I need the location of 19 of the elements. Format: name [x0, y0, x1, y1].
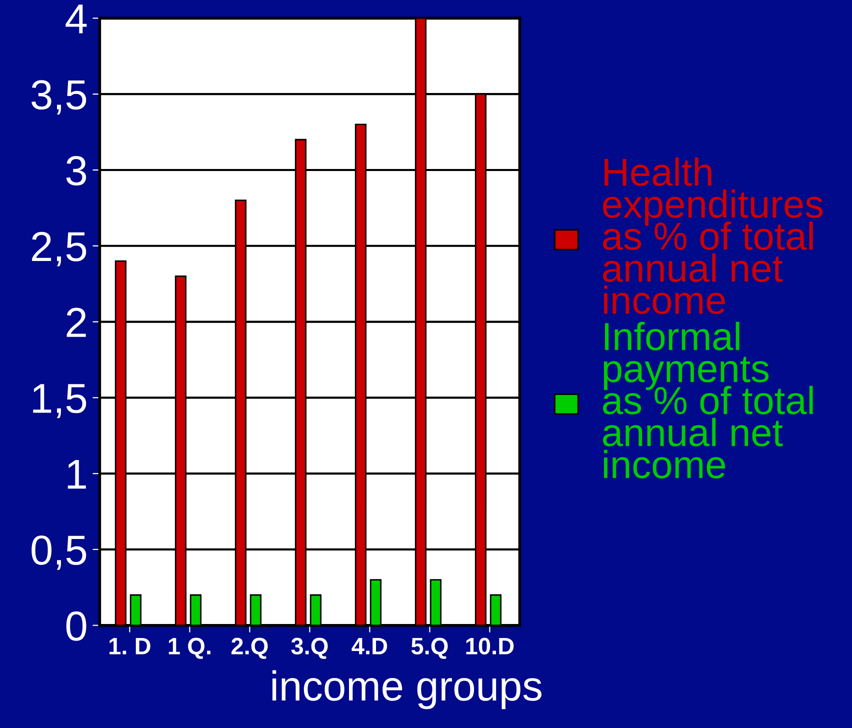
y-tick-label: 0,5	[32, 535, 86, 570]
y-tick-label: 2,5	[32, 232, 86, 266]
y-tick-label: 4	[66, 4, 87, 34]
y-tick-label: 0	[66, 611, 86, 641]
legend-label: Health expenditures as % of total annual net income	[603, 157, 823, 314]
legend-label: Informal payments as % of total annual net income	[603, 322, 813, 478]
x-tick-label: 2.Q	[231, 638, 268, 659]
y-tick-label: 1,5	[33, 384, 86, 418]
y-tick-label: 2	[66, 308, 86, 337]
x-tick-label: 1 Q.	[168, 638, 210, 659]
y-tick-label: 3,5	[32, 80, 86, 115]
x-tick-label: 10.D	[466, 638, 514, 654]
x-tick-label: 4.D	[352, 638, 388, 654]
x-tick-label: 1. D	[110, 638, 150, 654]
x-tick-label: 5.Q	[411, 638, 448, 659]
x-tick-label: 3.Q	[291, 638, 328, 659]
y-tick-label: 1	[68, 460, 86, 489]
x-axis-title: income groups	[272, 670, 542, 710]
y-tick-label: 3	[66, 156, 86, 186]
